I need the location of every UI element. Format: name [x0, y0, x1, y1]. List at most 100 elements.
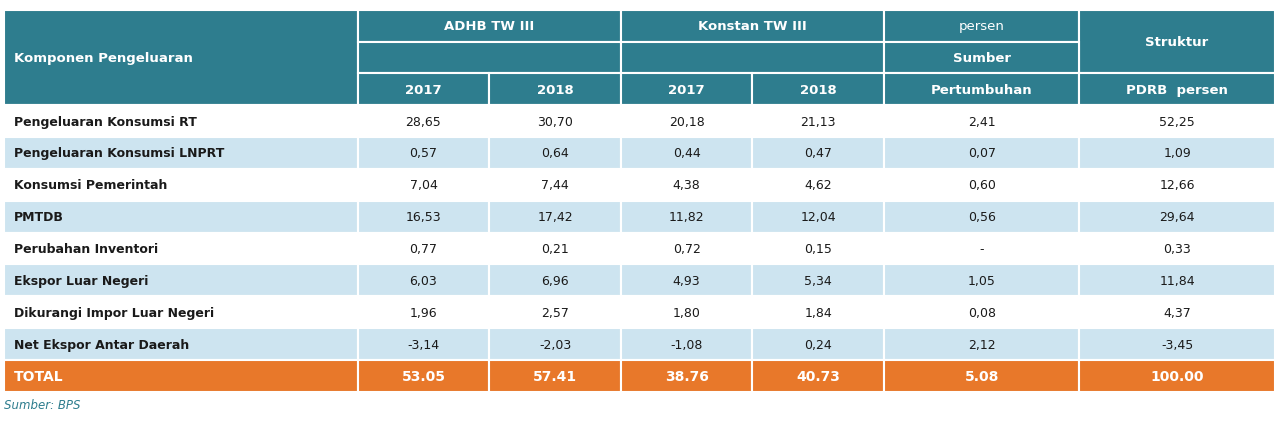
- FancyBboxPatch shape: [621, 138, 753, 170]
- Text: PMTDB: PMTDB: [14, 211, 64, 224]
- Text: 7,04: 7,04: [410, 179, 438, 192]
- FancyBboxPatch shape: [357, 138, 489, 170]
- Text: 12,04: 12,04: [800, 211, 836, 224]
- Text: 2017: 2017: [669, 83, 706, 97]
- FancyBboxPatch shape: [753, 233, 884, 265]
- FancyBboxPatch shape: [489, 201, 621, 233]
- Text: PDRB  persen: PDRB persen: [1127, 83, 1228, 97]
- FancyBboxPatch shape: [357, 74, 489, 106]
- FancyBboxPatch shape: [753, 360, 884, 392]
- FancyBboxPatch shape: [621, 328, 753, 360]
- Text: Ekspor Luar Negeri: Ekspor Luar Negeri: [14, 274, 148, 287]
- FancyBboxPatch shape: [1079, 106, 1275, 138]
- Text: 0,33: 0,33: [1164, 242, 1191, 256]
- Text: 0,56: 0,56: [967, 211, 995, 224]
- FancyBboxPatch shape: [884, 106, 1079, 138]
- Text: 52,25: 52,25: [1159, 115, 1194, 128]
- Text: 17,42: 17,42: [537, 211, 573, 224]
- FancyBboxPatch shape: [4, 233, 357, 265]
- FancyBboxPatch shape: [1079, 138, 1275, 170]
- Text: 29,64: 29,64: [1160, 211, 1194, 224]
- FancyBboxPatch shape: [357, 328, 489, 360]
- FancyBboxPatch shape: [884, 265, 1079, 296]
- FancyBboxPatch shape: [621, 74, 753, 106]
- FancyBboxPatch shape: [884, 11, 1079, 43]
- FancyBboxPatch shape: [753, 265, 884, 296]
- FancyBboxPatch shape: [621, 43, 884, 74]
- Text: TOTAL: TOTAL: [14, 369, 64, 383]
- Text: Struktur: Struktur: [1146, 36, 1208, 49]
- Text: 0,44: 0,44: [672, 147, 701, 160]
- FancyBboxPatch shape: [753, 106, 884, 138]
- Text: Pengeluaran Konsumsi LNPRT: Pengeluaran Konsumsi LNPRT: [14, 147, 225, 160]
- Text: 0,64: 0,64: [541, 147, 569, 160]
- Text: Konstan TW III: Konstan TW III: [698, 20, 806, 33]
- FancyBboxPatch shape: [1079, 170, 1275, 201]
- Text: 4,38: 4,38: [672, 179, 701, 192]
- Text: 30,70: 30,70: [537, 115, 573, 128]
- Text: 0,47: 0,47: [804, 147, 832, 160]
- FancyBboxPatch shape: [4, 296, 357, 328]
- Text: 0,77: 0,77: [410, 242, 438, 256]
- FancyBboxPatch shape: [489, 106, 621, 138]
- Text: 4,62: 4,62: [804, 179, 832, 192]
- FancyBboxPatch shape: [357, 296, 489, 328]
- FancyBboxPatch shape: [621, 296, 753, 328]
- FancyBboxPatch shape: [621, 233, 753, 265]
- FancyBboxPatch shape: [357, 201, 489, 233]
- FancyBboxPatch shape: [884, 138, 1079, 170]
- FancyBboxPatch shape: [884, 328, 1079, 360]
- Text: 100.00: 100.00: [1151, 369, 1203, 383]
- Text: 7,44: 7,44: [541, 179, 569, 192]
- Text: 2018: 2018: [537, 83, 573, 97]
- FancyBboxPatch shape: [621, 360, 753, 392]
- Text: 0,08: 0,08: [967, 306, 995, 319]
- Text: 5,34: 5,34: [804, 274, 832, 287]
- FancyBboxPatch shape: [621, 11, 884, 43]
- FancyBboxPatch shape: [753, 170, 884, 201]
- Text: 4,93: 4,93: [672, 274, 701, 287]
- Text: Perubahan Inventori: Perubahan Inventori: [14, 242, 158, 256]
- Text: 6,03: 6,03: [410, 274, 438, 287]
- FancyBboxPatch shape: [621, 265, 753, 296]
- Text: 2,12: 2,12: [968, 338, 995, 351]
- Text: -2,03: -2,03: [538, 338, 572, 351]
- FancyBboxPatch shape: [489, 233, 621, 265]
- Text: 4,37: 4,37: [1164, 306, 1191, 319]
- FancyBboxPatch shape: [1079, 328, 1275, 360]
- Text: 38.76: 38.76: [665, 369, 708, 383]
- FancyBboxPatch shape: [884, 201, 1079, 233]
- FancyBboxPatch shape: [4, 328, 357, 360]
- Text: 1,80: 1,80: [672, 306, 701, 319]
- Text: 1,09: 1,09: [1164, 147, 1191, 160]
- Text: 0,57: 0,57: [410, 147, 438, 160]
- Text: -3,14: -3,14: [407, 338, 439, 351]
- Text: Konsumsi Pemerintah: Konsumsi Pemerintah: [14, 179, 167, 192]
- FancyBboxPatch shape: [884, 296, 1079, 328]
- Text: Pengeluaran Konsumsi RT: Pengeluaran Konsumsi RT: [14, 115, 197, 128]
- FancyBboxPatch shape: [884, 43, 1079, 74]
- Text: 1,96: 1,96: [410, 306, 438, 319]
- Text: 57.41: 57.41: [533, 369, 577, 383]
- Text: 28,65: 28,65: [406, 115, 441, 128]
- FancyBboxPatch shape: [753, 74, 884, 106]
- Text: 0,21: 0,21: [541, 242, 569, 256]
- FancyBboxPatch shape: [489, 74, 621, 106]
- Text: 53.05: 53.05: [402, 369, 445, 383]
- FancyBboxPatch shape: [357, 265, 489, 296]
- Text: -3,45: -3,45: [1161, 338, 1193, 351]
- Text: 2018: 2018: [800, 83, 837, 97]
- Text: 5.08: 5.08: [965, 369, 999, 383]
- FancyBboxPatch shape: [1079, 74, 1275, 106]
- FancyBboxPatch shape: [489, 138, 621, 170]
- FancyBboxPatch shape: [357, 11, 621, 43]
- Text: Net Ekspor Antar Daerah: Net Ekspor Antar Daerah: [14, 338, 189, 351]
- Text: 21,13: 21,13: [800, 115, 836, 128]
- Text: Sumber: BPS: Sumber: BPS: [4, 398, 80, 411]
- Text: 2,41: 2,41: [968, 115, 995, 128]
- FancyBboxPatch shape: [753, 138, 884, 170]
- FancyBboxPatch shape: [621, 170, 753, 201]
- FancyBboxPatch shape: [489, 360, 621, 392]
- FancyBboxPatch shape: [489, 265, 621, 296]
- Text: Pertumbuhan: Pertumbuhan: [931, 83, 1032, 97]
